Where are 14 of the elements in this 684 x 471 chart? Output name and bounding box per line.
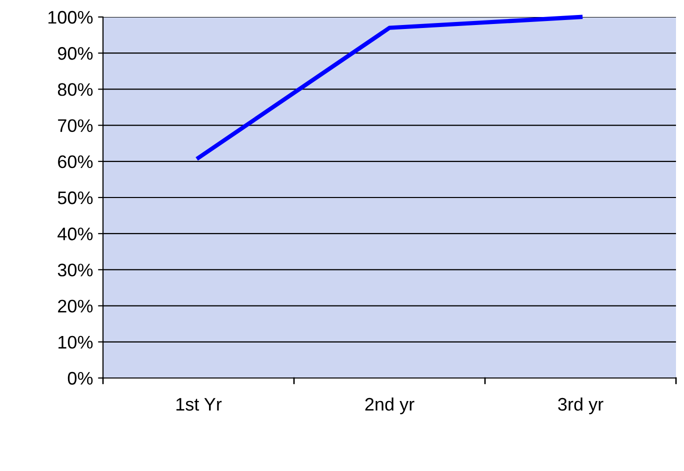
- y-tick-label: 30%: [58, 264, 93, 276]
- y-tick-label: 0%: [68, 372, 93, 385]
- x-tick-label: 1st Yr: [176, 398, 222, 411]
- x-tick-label: 3rd yr: [558, 397, 604, 414]
- y-tick-label: 100%: [48, 10, 93, 24]
- y-tick-label: 40%: [58, 228, 93, 240]
- x-tick-label: 2nd yr: [365, 397, 414, 414]
- y-tick-label: 80%: [58, 83, 93, 96]
- y-tick-label: 90%: [58, 47, 93, 60]
- y-tick-label: 60%: [58, 155, 93, 168]
- y-tick-label: 70%: [58, 119, 93, 132]
- y-tick-label: 10%: [58, 336, 93, 349]
- y-tick-label: 50%: [58, 191, 93, 204]
- y-tick-label: 20%: [58, 300, 93, 313]
